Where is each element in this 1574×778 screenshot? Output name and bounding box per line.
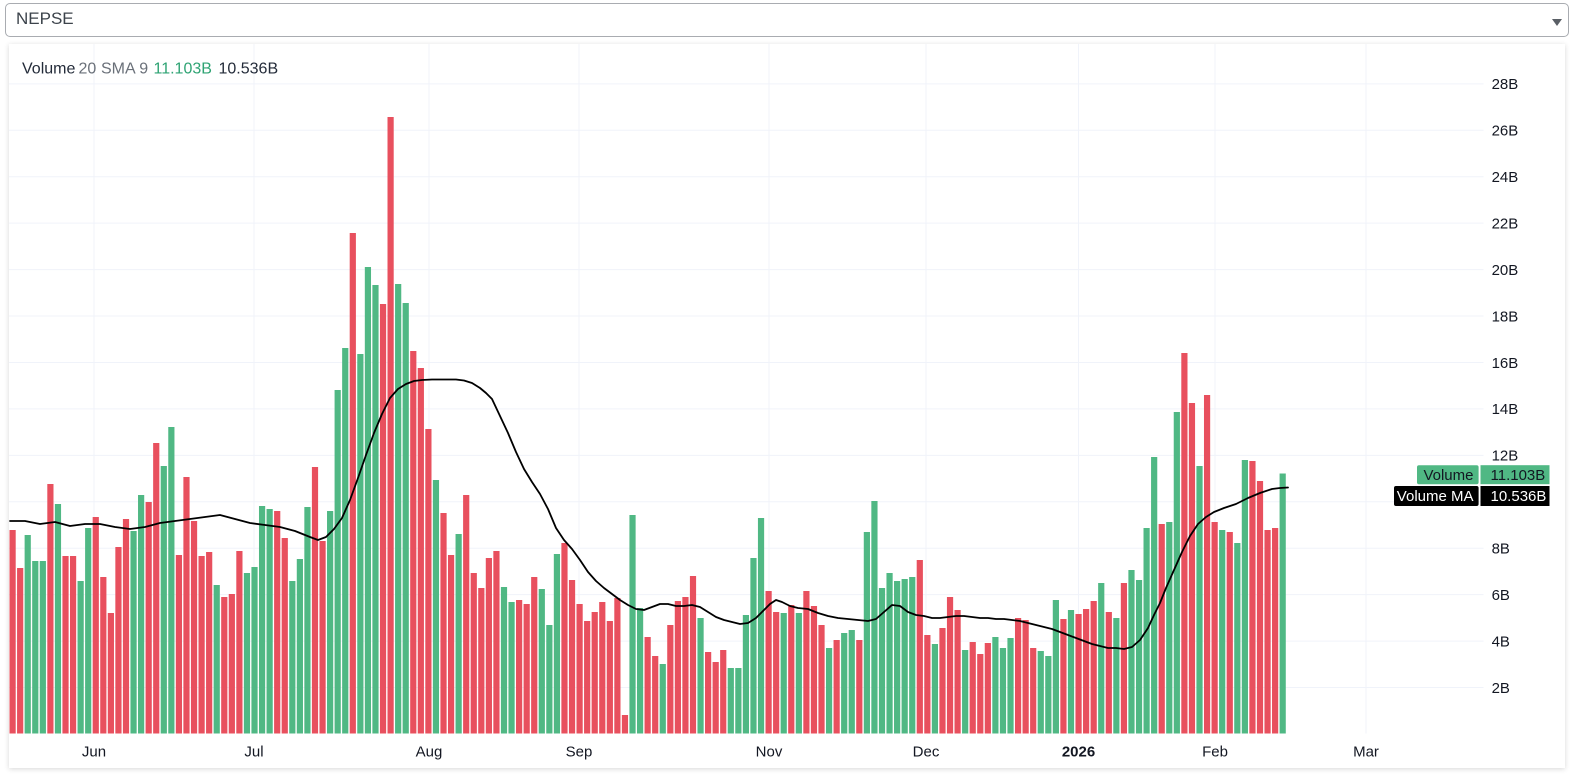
svg-text:11.103B: 11.103B — [154, 61, 212, 78]
svg-text:26B: 26B — [1492, 123, 1519, 140]
svg-text:Feb: Feb — [1202, 744, 1228, 761]
svg-text:Mar: Mar — [1353, 744, 1379, 761]
svg-text:20: 20 — [79, 61, 97, 78]
svg-text:20B: 20B — [1492, 262, 1519, 279]
svg-text:14B: 14B — [1492, 401, 1519, 418]
svg-text:10.536B: 10.536B — [1491, 488, 1547, 505]
svg-text:2026: 2026 — [1062, 744, 1095, 761]
svg-text:4B: 4B — [1492, 633, 1510, 650]
svg-text:Jun: Jun — [82, 744, 106, 761]
svg-text:Sep: Sep — [566, 744, 593, 761]
svg-text:18B: 18B — [1492, 308, 1519, 325]
svg-text:22B: 22B — [1492, 215, 1519, 232]
svg-text:8B: 8B — [1492, 541, 1510, 558]
svg-text:11.103B: 11.103B — [1491, 467, 1546, 484]
svg-text:Volume: Volume — [22, 61, 75, 78]
svg-text:16B: 16B — [1492, 355, 1519, 372]
svg-text:12B: 12B — [1492, 448, 1519, 465]
svg-text:24B: 24B — [1492, 169, 1519, 186]
svg-text:10.536B: 10.536B — [219, 61, 279, 78]
svg-text:2B: 2B — [1492, 680, 1510, 697]
svg-text:Volume: Volume — [1423, 467, 1473, 484]
svg-text:Volume MA: Volume MA — [1397, 488, 1474, 505]
svg-text:Nov: Nov — [756, 744, 783, 761]
svg-text:Jul: Jul — [244, 744, 263, 761]
svg-text:Dec: Dec — [913, 744, 940, 761]
svg-text:6B: 6B — [1492, 587, 1510, 604]
svg-text:SMA 9: SMA 9 — [101, 61, 148, 78]
svg-text:28B: 28B — [1492, 76, 1519, 93]
svg-text:Aug: Aug — [416, 744, 443, 761]
